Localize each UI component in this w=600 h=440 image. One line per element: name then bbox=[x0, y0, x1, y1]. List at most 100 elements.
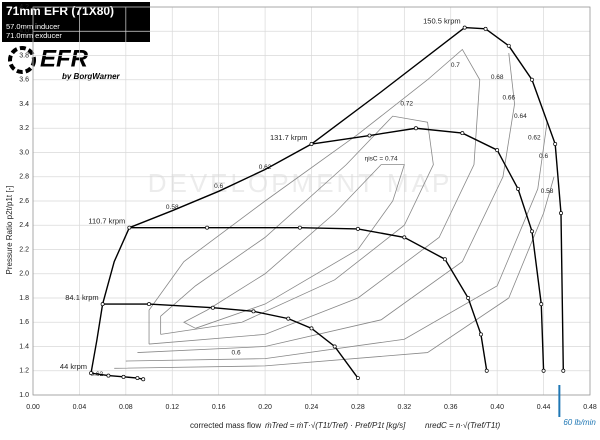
speed-point bbox=[147, 302, 151, 307]
y-tick-label: 1.0 bbox=[19, 392, 29, 399]
x-tick-label: 0.32 bbox=[398, 404, 412, 411]
speed-point bbox=[466, 296, 471, 300]
y-tick-label: 2.6 bbox=[19, 198, 29, 205]
x-tick-label: 0.44 bbox=[537, 404, 551, 411]
speed-point bbox=[121, 374, 126, 379]
y-tick-label: 4.0 bbox=[19, 28, 29, 35]
y-axis-label: Pressure Ratio p2t/p1t [-] bbox=[5, 186, 14, 275]
speed-point bbox=[530, 229, 534, 234]
efficiency-contour bbox=[137, 53, 515, 353]
y-tick-label: 1.8 bbox=[19, 295, 29, 302]
x-tick-label: 0.12 bbox=[165, 404, 179, 411]
speed-point bbox=[541, 368, 546, 373]
y-tick-label: 3.6 bbox=[19, 77, 29, 84]
speed-formula: nredC = n·√(Tref/T1t) bbox=[425, 421, 500, 430]
y-tick-label: 1.6 bbox=[19, 319, 29, 326]
plot-frame bbox=[32, 6, 591, 396]
speed-point bbox=[539, 302, 544, 307]
efficiency-label: 0.72 bbox=[400, 101, 413, 108]
flow-label: 60 lb/min bbox=[563, 418, 596, 427]
speed-point bbox=[286, 316, 291, 321]
speed-point bbox=[561, 368, 566, 373]
speed-point bbox=[210, 305, 215, 310]
x-tick-label: 0.04 bbox=[73, 404, 87, 411]
y-tick-label: 1.4 bbox=[19, 343, 29, 350]
y-tick-label: 2.8 bbox=[19, 174, 29, 181]
y-tick-label: 3.4 bbox=[19, 101, 29, 108]
speed-point bbox=[355, 376, 360, 380]
y-tick-label: 2.4 bbox=[19, 222, 29, 229]
efficiency-contour bbox=[125, 122, 548, 362]
y-tick-label: 2.0 bbox=[19, 271, 29, 278]
speed-label: 44 krpm bbox=[60, 362, 87, 371]
x-tick-label: 0.36 bbox=[444, 404, 458, 411]
efficiency-label: 0.64 bbox=[514, 113, 527, 120]
speed-label: 131.7 krpm bbox=[270, 133, 308, 142]
x-tick-label: 0.24 bbox=[305, 404, 319, 411]
speed-point bbox=[251, 309, 256, 314]
speed-point bbox=[402, 235, 407, 240]
efficiency-contour bbox=[160, 115, 434, 335]
speed-point bbox=[141, 377, 146, 382]
speed-label: 150.5 krpm bbox=[423, 17, 461, 26]
x-tick-label: 0.08 bbox=[119, 404, 133, 411]
speed-point bbox=[442, 257, 447, 262]
x-tick-label: 0.00 bbox=[26, 404, 40, 411]
y-tick-label: 4.2 bbox=[19, 4, 29, 11]
speed-point bbox=[460, 131, 465, 136]
y-tick-label: 1.2 bbox=[19, 368, 29, 375]
speed-point bbox=[495, 148, 500, 153]
efficiency-contour bbox=[182, 164, 405, 329]
speed-point bbox=[367, 133, 372, 138]
efficiency-contour bbox=[114, 176, 555, 369]
x-tick-label: 0.48 bbox=[583, 404, 597, 411]
watermark: DEVELOPMENT MAP bbox=[148, 168, 453, 198]
speed-point bbox=[478, 332, 483, 337]
speed-point bbox=[106, 373, 111, 378]
speed-point bbox=[413, 126, 418, 131]
x-tick-label: 0.16 bbox=[212, 404, 226, 411]
speed-point bbox=[355, 226, 360, 231]
efficiency-label: ηisC = 0.74 bbox=[365, 155, 398, 162]
x-tick-label: 0.40 bbox=[490, 404, 504, 411]
efficiency-label: 0.6 bbox=[232, 349, 241, 356]
speed-point bbox=[553, 142, 558, 146]
logo: EFR bbox=[40, 45, 89, 72]
logo-icon bbox=[8, 46, 36, 74]
efficiency-contour bbox=[148, 48, 481, 345]
efficiency-label: 0.7 bbox=[451, 62, 460, 69]
speed-point bbox=[559, 211, 563, 216]
speed-point bbox=[135, 376, 140, 380]
x-axis-label: corrected mass flow bbox=[190, 421, 261, 430]
speed-point bbox=[462, 25, 467, 30]
x-axis-formula: ṁTred = ṁT·√(T1t/Tref) · Pref/P1t [kg/s] bbox=[265, 421, 406, 430]
y-tick-label: 2.2 bbox=[19, 246, 29, 253]
speed-point bbox=[484, 368, 489, 373]
efficiency-label: 0.58 bbox=[166, 204, 179, 211]
speed-point bbox=[297, 225, 302, 230]
speed-point bbox=[100, 302, 105, 307]
efficiency-label: 0.66 bbox=[502, 95, 515, 102]
x-tick-label: 0.20 bbox=[258, 404, 272, 411]
title-box bbox=[2, 2, 150, 42]
speed-label: 110.7 krpm bbox=[88, 217, 125, 226]
speed-point bbox=[309, 142, 314, 146]
speed-point bbox=[332, 344, 337, 349]
x-tick-label: 0.28 bbox=[351, 404, 365, 411]
speed-point bbox=[309, 326, 314, 331]
speed-point bbox=[483, 26, 488, 31]
y-tick-label: 3.8 bbox=[19, 52, 29, 59]
speed-point bbox=[205, 225, 210, 230]
y-tick-label: 3.0 bbox=[19, 149, 29, 156]
speed-point bbox=[530, 77, 534, 82]
speed-point bbox=[89, 371, 93, 376]
efficiency-label: 0.62 bbox=[528, 135, 541, 142]
logo-box bbox=[2, 42, 150, 84]
efficiency-label: 0.6 bbox=[539, 153, 548, 160]
efficiency-label: 0.58 bbox=[541, 188, 554, 195]
efficiency-label: 0.62 bbox=[259, 164, 272, 171]
efficiency-label: 0.68 bbox=[491, 74, 504, 81]
speed-label: 84.1 krpm bbox=[65, 293, 98, 302]
speed-point bbox=[127, 225, 132, 230]
